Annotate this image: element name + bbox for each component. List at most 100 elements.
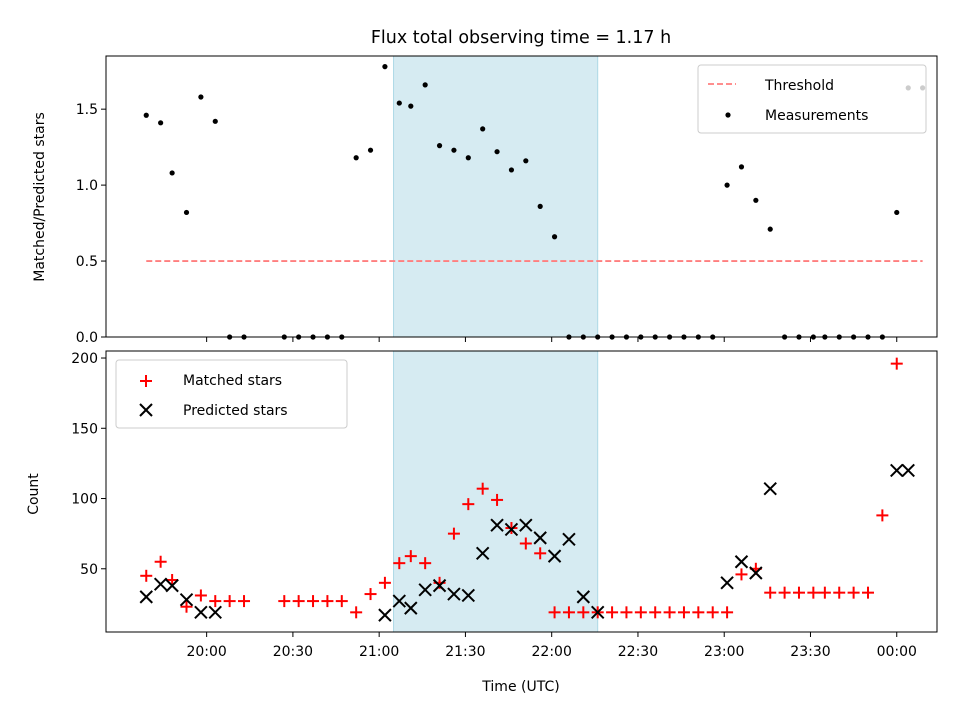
predicted-star-point xyxy=(590,605,605,620)
matched-star-point xyxy=(307,595,320,608)
top-panel: Flux total observing time = 1.17 h 0.0 0.… xyxy=(32,28,938,346)
matched-star-point xyxy=(393,557,406,570)
matched-star-point xyxy=(634,606,647,619)
matched-star-point xyxy=(562,606,575,619)
measurement-point xyxy=(480,126,486,132)
measurement-point xyxy=(396,100,402,106)
top-y-axis: 0.0 0.5 1.0 1.5 xyxy=(76,102,106,346)
x-tick-label: 23:30 xyxy=(790,644,830,660)
top-legend: Threshold Measurements xyxy=(697,64,927,134)
x-tick-label: 20:00 xyxy=(186,644,226,660)
matched-star-point xyxy=(663,606,676,619)
measurement-point xyxy=(551,234,558,240)
predicted-star-point xyxy=(447,587,461,601)
matched-star-point xyxy=(180,600,193,613)
matched-star-point xyxy=(890,357,903,370)
x-tick-label: 21:30 xyxy=(445,644,485,660)
matched-star-point xyxy=(818,586,831,599)
measurement-point xyxy=(169,170,175,176)
legend-measurements-label: Measurements xyxy=(765,108,868,124)
matched-star-point xyxy=(876,509,889,522)
bottom-legend: Matched stars Predicted stars xyxy=(115,359,348,429)
x-tick-label: 20:30 xyxy=(273,644,313,660)
x-tick-label: 22:30 xyxy=(618,644,658,660)
predicted-star-point xyxy=(562,532,576,546)
legend-predicted-swatch xyxy=(139,403,153,417)
legend-matched-swatch xyxy=(140,375,152,387)
measurement-point xyxy=(367,147,374,153)
matched-star-point xyxy=(735,568,748,581)
predicted-star-point xyxy=(475,546,490,561)
y-tick-label: 0.0 xyxy=(76,330,98,346)
x-axis-label: Time (UTC) xyxy=(481,679,559,695)
matched-star-point xyxy=(778,586,791,599)
matched-star-point xyxy=(606,606,619,619)
predicted-star-point xyxy=(153,577,168,591)
predicted-star-point xyxy=(194,605,208,620)
measurement-point xyxy=(894,209,900,216)
predicted-star-point xyxy=(576,590,591,604)
measurement-point xyxy=(183,209,190,216)
matched-star-point xyxy=(140,569,153,582)
measurement-point xyxy=(436,143,443,149)
measurement-point xyxy=(523,158,529,164)
predicted-star-point xyxy=(392,594,407,608)
matched-star-point xyxy=(462,498,475,511)
top-axes-frame xyxy=(105,55,938,338)
legend-threshold-label: Threshold xyxy=(764,78,834,94)
y-tick-label: 200 xyxy=(71,351,98,367)
matched-star-point xyxy=(577,606,590,619)
measurement-point xyxy=(353,155,359,161)
measurement-point xyxy=(494,149,500,155)
predicted-star-point xyxy=(533,531,547,545)
y-tick-label: 0.5 xyxy=(76,254,98,270)
top-x-ticks xyxy=(206,337,898,342)
bottom-x-axis: 20:00 20:30 21:00 21:30 22:00 22:30 23:00 23:30… xyxy=(186,632,917,660)
highlight-span xyxy=(393,55,599,338)
measurement-point xyxy=(158,120,164,126)
matched-star-point xyxy=(620,606,633,619)
predicted-star-point xyxy=(519,518,533,532)
chart-title: Flux total observing time = 1.17 h xyxy=(371,28,671,48)
x-tick-label: 22:00 xyxy=(532,644,572,660)
predicted-star-point xyxy=(720,576,734,590)
legend-matched-label: Matched stars xyxy=(183,373,282,389)
predicted-star-point xyxy=(504,522,519,537)
measurement-point xyxy=(451,147,457,153)
y-tick-label: 150 xyxy=(71,421,98,437)
measurement-point xyxy=(212,118,218,124)
x-tick-label: 00:00 xyxy=(877,644,917,660)
matched-star-point xyxy=(335,595,348,608)
y-tick-label: 50 xyxy=(80,562,98,578)
legend-predicted-label: Predicted stars xyxy=(183,403,288,419)
matched-star-point xyxy=(692,606,705,619)
predicted-star-point xyxy=(165,578,179,593)
predicted-star-point xyxy=(734,555,749,569)
matched-star-point xyxy=(166,574,179,587)
matched-star-point xyxy=(534,547,547,560)
predicted-star-point xyxy=(179,592,194,607)
matched-star-point xyxy=(154,555,167,568)
predicted-star-point xyxy=(418,583,432,597)
matched-star-point xyxy=(404,550,417,563)
measurement-point xyxy=(382,64,388,70)
predicted-star-point xyxy=(901,463,915,478)
matched-star-point xyxy=(447,527,460,540)
matched-star-point xyxy=(194,589,207,602)
y-tick-label: 100 xyxy=(71,492,98,508)
measurement-point xyxy=(767,226,773,232)
predicted-star-point xyxy=(749,566,763,580)
matched-star-point xyxy=(378,576,391,589)
measurement-point xyxy=(508,167,515,173)
matched-star-point xyxy=(209,595,222,608)
matched-star-point xyxy=(649,606,662,619)
top-plot-area xyxy=(143,55,926,340)
measurement-point xyxy=(738,164,745,170)
measurement-point xyxy=(537,203,543,209)
highlight-span xyxy=(393,350,599,633)
bottom-axes-frame xyxy=(105,350,938,633)
matched-star-point xyxy=(278,595,291,608)
measurement-point xyxy=(143,112,149,118)
matched-star-point xyxy=(519,537,532,550)
